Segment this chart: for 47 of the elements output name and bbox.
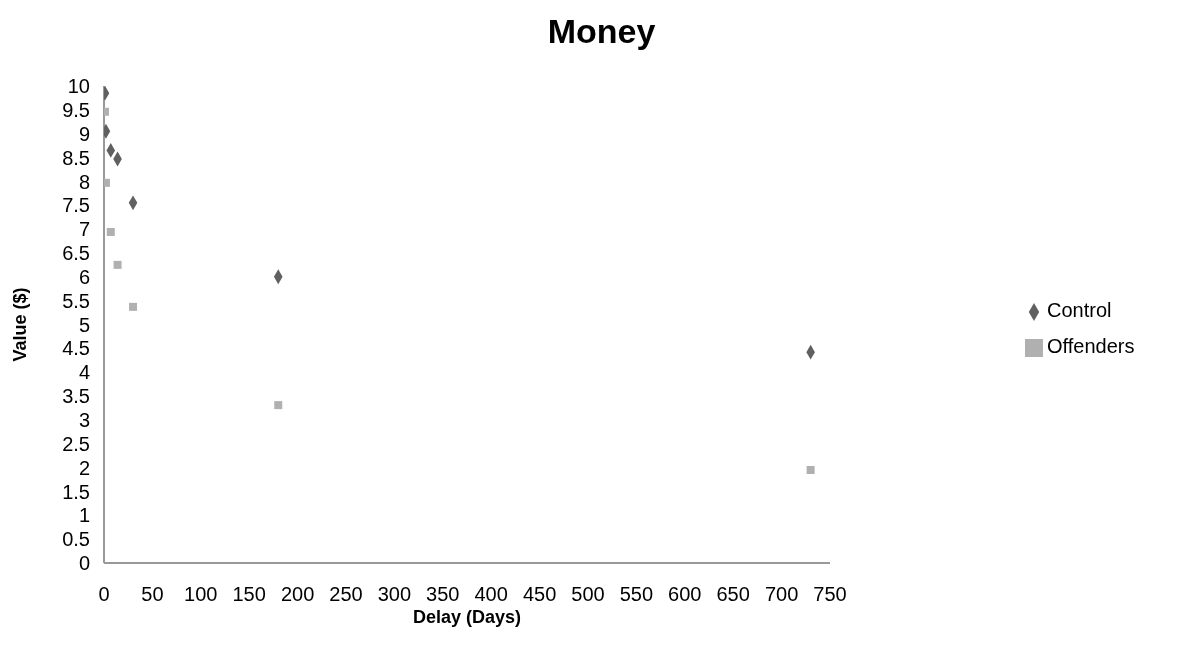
x-tick-label: 200	[280, 583, 315, 606]
x-tick-label: 550	[619, 583, 654, 606]
x-tick-label: 750	[813, 583, 847, 606]
x-tick-label: 100	[184, 583, 218, 606]
y-tick-label: 5.5	[62, 289, 90, 312]
point	[113, 260, 122, 269]
x-tick-label: 0	[98, 583, 110, 606]
x-tick-label: 300	[377, 583, 412, 606]
y-tick-label: 5	[78, 313, 90, 336]
y-tick-label: 4.5	[62, 337, 90, 360]
x-tick-label: 700	[764, 583, 799, 606]
y-tick-label: 9.5	[62, 98, 90, 121]
y-axis-title: Value ($)	[10, 287, 31, 362]
legend-label: Control	[1047, 299, 1112, 321]
y-tick-label: 8.5	[62, 146, 90, 169]
x-tick-label: 150	[232, 583, 266, 606]
x-tick-label: 400	[474, 583, 508, 606]
y-tick-label: 9	[78, 122, 90, 145]
point	[274, 401, 283, 410]
y-tick-label: 6.5	[62, 242, 90, 265]
y-tick-label: 3.5	[62, 385, 90, 408]
y-tick-label: 0.5	[62, 528, 90, 551]
y-tick-label: 7	[78, 218, 90, 241]
chart-title: Money	[546, 12, 657, 51]
x-tick-label: 500	[571, 583, 605, 606]
y-tick-label: 3	[78, 409, 90, 431]
y-tick-label: 2	[78, 456, 90, 479]
legend-label: Offenders	[1047, 335, 1135, 357]
y-tick-label: 1.5	[62, 480, 90, 503]
x-tick-label: 450	[522, 583, 557, 606]
x-tick-label: 600	[668, 583, 702, 606]
point	[106, 227, 115, 236]
x-axis-title: Delay (Days)	[412, 607, 522, 627]
y-tick-label: 1	[78, 504, 90, 527]
x-tick-label: 250	[329, 583, 363, 606]
y-tick-label: 10	[67, 75, 90, 98]
y-tick-label: 6	[78, 265, 90, 288]
y-tick-label: 7.5	[62, 194, 90, 217]
y-tick-label: 2.5	[62, 432, 90, 455]
x-tick-label: 50	[141, 583, 164, 606]
y-tick-label: 0	[78, 552, 90, 575]
y-tick-label: 4	[78, 361, 90, 384]
x-tick-label: 350	[426, 583, 460, 606]
point	[806, 465, 815, 474]
point	[129, 302, 138, 311]
y-tick-label: 8	[78, 170, 90, 193]
x-tick-label: 650	[716, 583, 750, 606]
